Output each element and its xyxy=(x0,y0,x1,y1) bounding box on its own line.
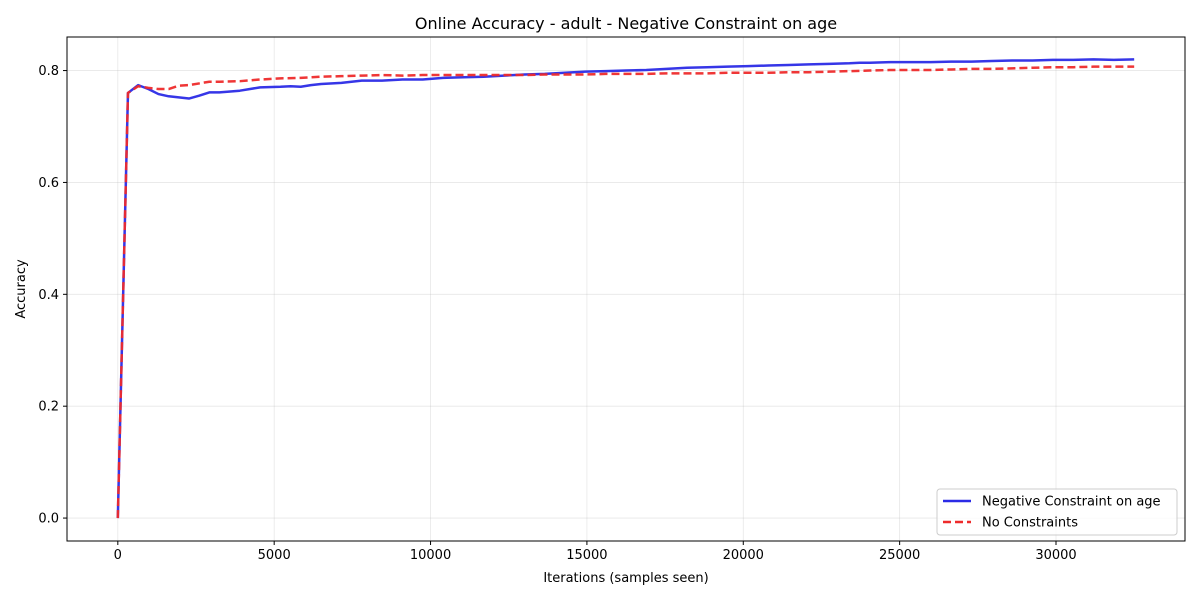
legend-label-no-constraints: No Constraints xyxy=(982,516,1078,531)
x-tick-label: 0 xyxy=(114,548,122,563)
x-tick-label: 15000 xyxy=(566,548,607,563)
legend-label-negative-constraint: Negative Constraint on age xyxy=(982,495,1161,510)
x-tick-label: 5000 xyxy=(258,548,291,563)
y-tick-label: 0.8 xyxy=(38,64,59,79)
x-axis-label: Iterations (samples seen) xyxy=(543,571,708,586)
chart-title: Online Accuracy - adult - Negative Const… xyxy=(415,14,837,33)
series-line-negative-constraint xyxy=(116,58,1135,519)
y-tick-label: 0.0 xyxy=(38,512,59,527)
y-axis-label: Accuracy xyxy=(14,259,29,319)
x-tick-label: 10000 xyxy=(410,548,451,563)
plot-frame xyxy=(66,36,1186,542)
y-tick-label: 0.6 xyxy=(38,176,59,191)
x-tick-label: 30000 xyxy=(1035,548,1076,563)
series-layer xyxy=(116,58,1135,519)
legend: Negative Constraint on age No Constraint… xyxy=(936,488,1178,536)
series-line-no-constraints xyxy=(116,65,1135,519)
legend-box xyxy=(936,488,1178,536)
grid-layer xyxy=(67,37,1185,541)
y-tick-label: 0.2 xyxy=(38,400,59,415)
x-tick-label: 25000 xyxy=(879,548,920,563)
x-tick-label: 20000 xyxy=(723,548,764,563)
ticks-layer: 0 5000 10000 15000 20000 25000 30000 0.0 0.2 0.4 0… xyxy=(38,64,1076,563)
y-tick-label: 0.4 xyxy=(38,288,59,303)
